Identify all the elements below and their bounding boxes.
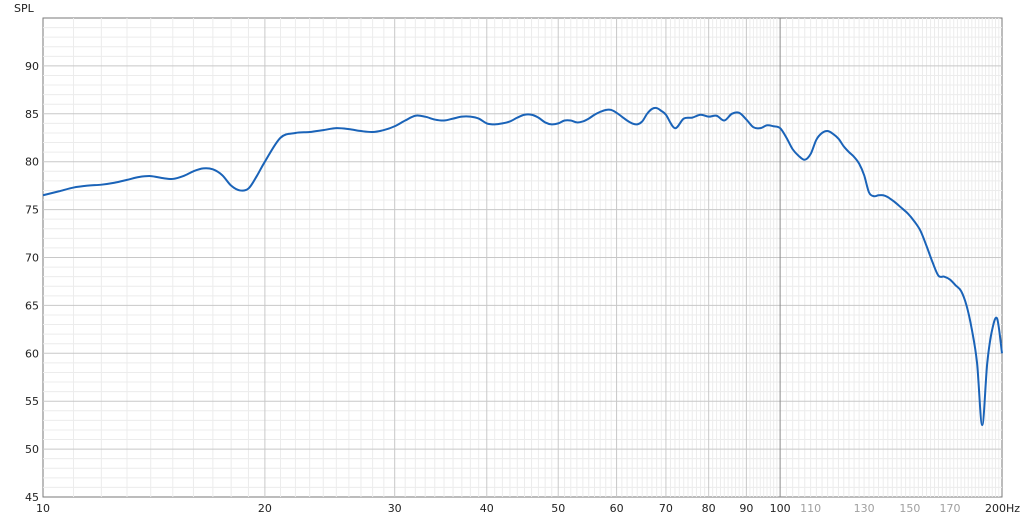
x-tick-label: 30 — [388, 502, 402, 515]
x-tick-label: 170 — [939, 502, 960, 515]
x-tick-label: 20 — [258, 502, 272, 515]
series-layer — [42, 106, 1003, 427]
y-tick-label: 70 — [25, 252, 39, 265]
x-tick-label: 150 — [899, 502, 920, 515]
x-axis-ticks: 10 20 30 40 50 60 70 80 90 100 110 130 150 170 200 — [36, 502, 1006, 515]
x-tick-label: 60 — [610, 502, 624, 515]
x-tick-label: 70 — [659, 502, 673, 515]
x-tick-label: 90 — [739, 502, 753, 515]
x-tick-label: 200 — [985, 502, 1006, 515]
y-tick-label: 55 — [25, 395, 39, 408]
y-tick-label: 50 — [25, 443, 39, 456]
y-tick-label: 90 — [25, 60, 39, 73]
x-tick-label: 50 — [551, 502, 565, 515]
y-axis-label: SPL — [14, 2, 35, 15]
x-axis-label: Hz — [1006, 502, 1020, 515]
x-tick-label: 40 — [480, 502, 494, 515]
x-tick-label: 100 — [770, 502, 791, 515]
y-axis-ticks: 45 50 55 60 65 70 75 80 85 90 — [25, 60, 39, 504]
x-tick-label: 10 — [36, 502, 50, 515]
y-tick-label: 85 — [25, 108, 39, 121]
y-tick-label: 75 — [25, 204, 39, 217]
x-tick-label: 80 — [702, 502, 716, 515]
spl-series-line — [42, 106, 1003, 427]
y-tick-label: 80 — [25, 156, 39, 169]
x-tick-label: 110 — [800, 502, 821, 515]
y-tick-label: 60 — [25, 347, 39, 360]
x-tick-label: 130 — [854, 502, 875, 515]
major-gridlines — [43, 18, 1002, 497]
y-tick-label: 45 — [25, 491, 39, 504]
y-tick-label: 65 — [25, 299, 39, 312]
